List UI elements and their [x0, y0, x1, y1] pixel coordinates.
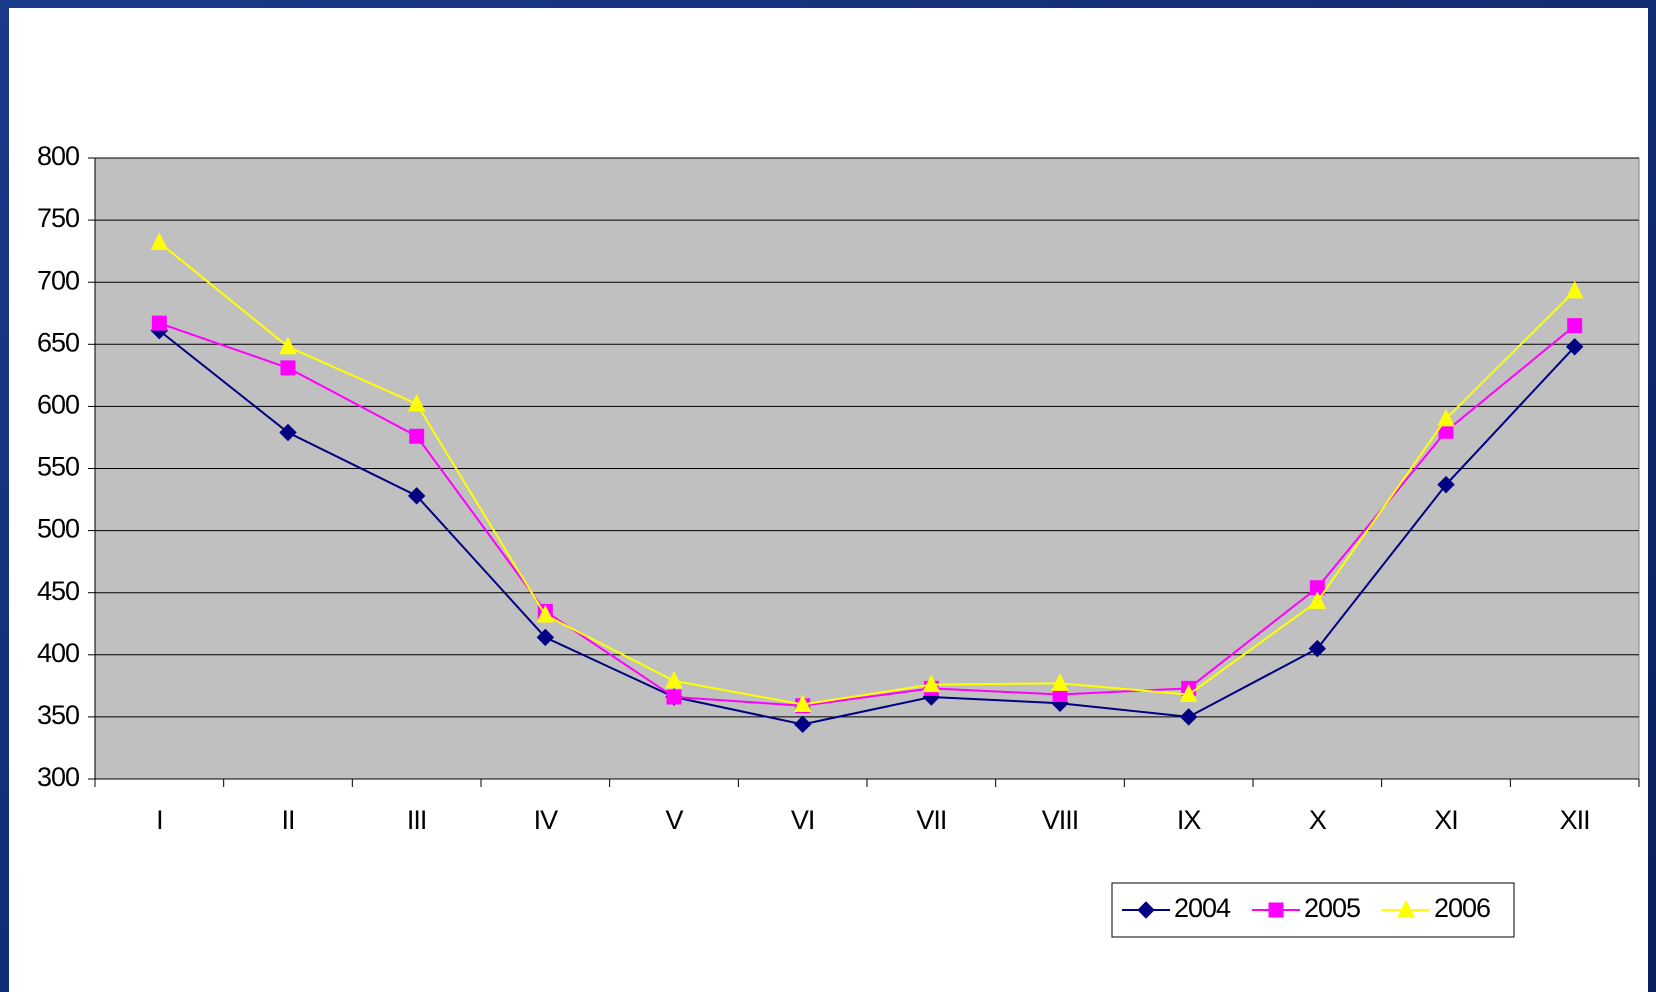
data-point	[1179, 684, 1198, 703]
y-tick-label: 350	[37, 700, 79, 730]
data-point	[793, 715, 812, 734]
data-point	[922, 674, 941, 693]
y-tick-label: 400	[37, 638, 79, 668]
data-point	[150, 232, 169, 250]
y-tick-label: 300	[37, 762, 79, 792]
y-tick-label: 700	[37, 265, 79, 295]
data-point	[536, 604, 555, 623]
data-point	[151, 315, 167, 331]
x-tick-label: V	[665, 805, 683, 835]
data-point	[280, 360, 296, 376]
legend	[1111, 882, 1515, 938]
data-point	[1308, 639, 1327, 658]
y-tick-label: 600	[37, 390, 79, 420]
legend-marker	[1397, 899, 1415, 918]
x-tick-label: VIII	[1042, 805, 1079, 835]
x-tick-label: IV	[534, 805, 559, 835]
data-point	[407, 393, 426, 412]
legend-label: 2005	[1304, 893, 1360, 923]
series-line	[158, 241, 1576, 706]
y-tick-label: 550	[37, 452, 79, 482]
x-tick-label: IX	[1177, 805, 1202, 835]
y-tick-label: 800	[37, 141, 79, 171]
data-point	[665, 670, 683, 689]
legend-label: 2006	[1434, 893, 1490, 923]
x-tick-label: III	[407, 805, 427, 835]
x-tick-label: II	[281, 805, 294, 835]
data-point	[1437, 408, 1455, 427]
legend-marker	[1137, 901, 1155, 919]
data-point	[279, 423, 297, 442]
data-point	[409, 428, 425, 444]
y-tick-label: 500	[37, 514, 79, 544]
series-line	[159, 322, 1576, 707]
y-tick-label: 450	[37, 576, 79, 606]
x-tick-label: X	[1309, 805, 1327, 835]
data-point	[407, 487, 426, 505]
data-point	[279, 336, 297, 355]
legend-marker	[1268, 902, 1284, 918]
data-point	[793, 694, 812, 712]
x-tick-label: XI	[1434, 805, 1458, 835]
x-tick-label: VI	[791, 805, 815, 835]
x-tick-label: VII	[916, 805, 946, 835]
data-point	[1565, 338, 1584, 356]
series-line	[158, 329, 1576, 726]
x-tick-label: XII	[1560, 805, 1590, 835]
legend-label: 2004	[1174, 893, 1231, 923]
data-point	[1051, 673, 1069, 691]
data-point	[1309, 580, 1325, 596]
data-point	[1308, 591, 1327, 609]
data-point	[1179, 708, 1198, 726]
data-point	[1567, 318, 1583, 334]
y-tick-label: 750	[37, 203, 79, 233]
y-tick-label: 650	[37, 327, 79, 357]
data-point	[666, 689, 682, 705]
x-tick-label: I	[156, 805, 163, 835]
data-point	[1565, 280, 1584, 299]
data-point	[536, 628, 555, 647]
data-point	[1437, 475, 1455, 494]
